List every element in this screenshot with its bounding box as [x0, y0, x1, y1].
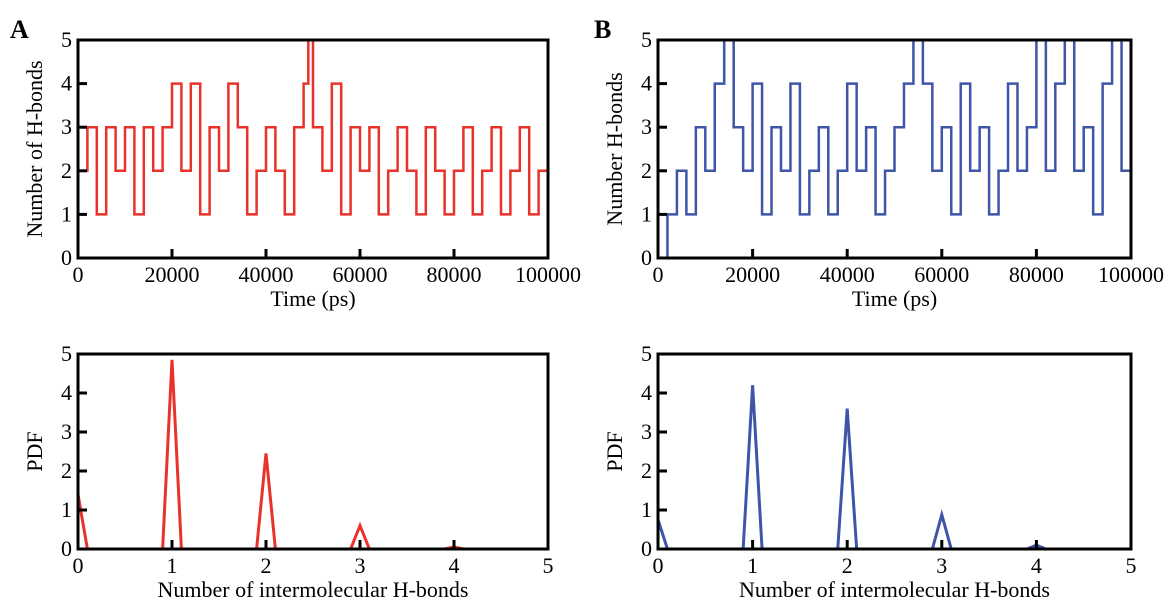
- y-tick-label: 0: [641, 245, 652, 270]
- x-axis-label: Time (ps): [270, 286, 355, 311]
- x-tick-label: 40000: [820, 262, 875, 287]
- y-axis-label: PDF: [22, 431, 47, 471]
- panel-letter-b: B: [594, 15, 611, 44]
- x-tick-label: 3: [936, 553, 947, 578]
- chart-a-timeseries: 0 20000 40000 60000 80000 100000 0 1 2 3 4 5 Time (p…: [22, 27, 581, 311]
- y-tick-label: 1: [641, 201, 652, 226]
- y-axis-label: PDF: [602, 431, 627, 471]
- y-tick-label: 0: [61, 536, 72, 561]
- y-axis-label: Number H-bonds: [602, 72, 627, 225]
- x-tick-label: 4: [449, 553, 460, 578]
- x-tick-label: 100000: [1098, 262, 1164, 287]
- y-tick-label: 4: [61, 71, 72, 96]
- y-tick-label: 2: [641, 458, 652, 483]
- axis-frame: [658, 354, 1131, 549]
- x-tick-label: 2: [842, 553, 853, 578]
- x-tick-label: 60000: [333, 262, 388, 287]
- series-line: [78, 360, 548, 549]
- x-tick-label: 2: [261, 553, 272, 578]
- y-tick-label: 0: [61, 245, 72, 270]
- y-tick-label: 2: [61, 158, 72, 183]
- y-tick-label: 3: [641, 114, 652, 139]
- x-tick-label: 5: [1126, 553, 1137, 578]
- y-tick-label: 1: [61, 201, 72, 226]
- y-tick-label: 4: [61, 380, 72, 405]
- y-tick-label: 0: [641, 536, 652, 561]
- x-tick-label: 5: [543, 553, 554, 578]
- y-tick-label: 5: [61, 341, 72, 366]
- y-tick-label: 4: [641, 71, 652, 96]
- y-tick-label: 1: [61, 497, 72, 522]
- x-tick-label: 100000: [515, 262, 581, 287]
- x-axis-label: Number of intermolecular H-bonds: [158, 577, 469, 602]
- y-tick-label: 4: [641, 380, 652, 405]
- y-tick-label: 3: [641, 419, 652, 444]
- chart-a-pdf: 0 1 2 3 4 5 0 1 2 3 4 5 Number of intermolecular H-b…: [22, 341, 554, 602]
- series-line: [658, 385, 1131, 549]
- y-axis-label: Number of H-bonds: [22, 60, 47, 237]
- chart-b-pdf: 0 1 2 3 4 5 0 1 2 3 4 5 Number of intermolecular H-b…: [602, 341, 1137, 602]
- y-tick-label: 1: [641, 497, 652, 522]
- x-tick-label: 80000: [427, 262, 482, 287]
- y-tick-label: 3: [61, 114, 72, 139]
- series-line: [658, 40, 1131, 258]
- panel-letter-a: A: [10, 15, 29, 44]
- y-tick-label: 5: [641, 341, 652, 366]
- y-tick-label: 2: [641, 158, 652, 183]
- x-tick-label: 0: [73, 262, 84, 287]
- x-tick-label: 20000: [145, 262, 200, 287]
- x-tick-label: 1: [747, 553, 758, 578]
- y-tick-label: 5: [641, 27, 652, 52]
- x-tick-label: 0: [73, 553, 84, 578]
- y-tick-label: 2: [61, 458, 72, 483]
- x-tick-label: 60000: [914, 262, 969, 287]
- chart-b-timeseries: 0 20000 40000 60000 80000 100000 0 1 2 3 4 5 Time (p…: [602, 27, 1164, 311]
- x-tick-label: 40000: [239, 262, 294, 287]
- x-tick-label: 4: [1031, 553, 1042, 578]
- x-tick-label: 0: [653, 553, 664, 578]
- x-tick-label: 20000: [725, 262, 780, 287]
- y-tick-label: 5: [61, 27, 72, 52]
- x-tick-label: 3: [355, 553, 366, 578]
- x-tick-label: 1: [167, 553, 178, 578]
- x-axis-label: Number of intermolecular H-bonds: [739, 577, 1050, 602]
- x-axis-label: Time (ps): [852, 286, 937, 311]
- x-tick-label: 0: [653, 262, 664, 287]
- axis-frame: [78, 354, 548, 549]
- x-tick-label: 80000: [1009, 262, 1064, 287]
- y-tick-label: 3: [61, 419, 72, 444]
